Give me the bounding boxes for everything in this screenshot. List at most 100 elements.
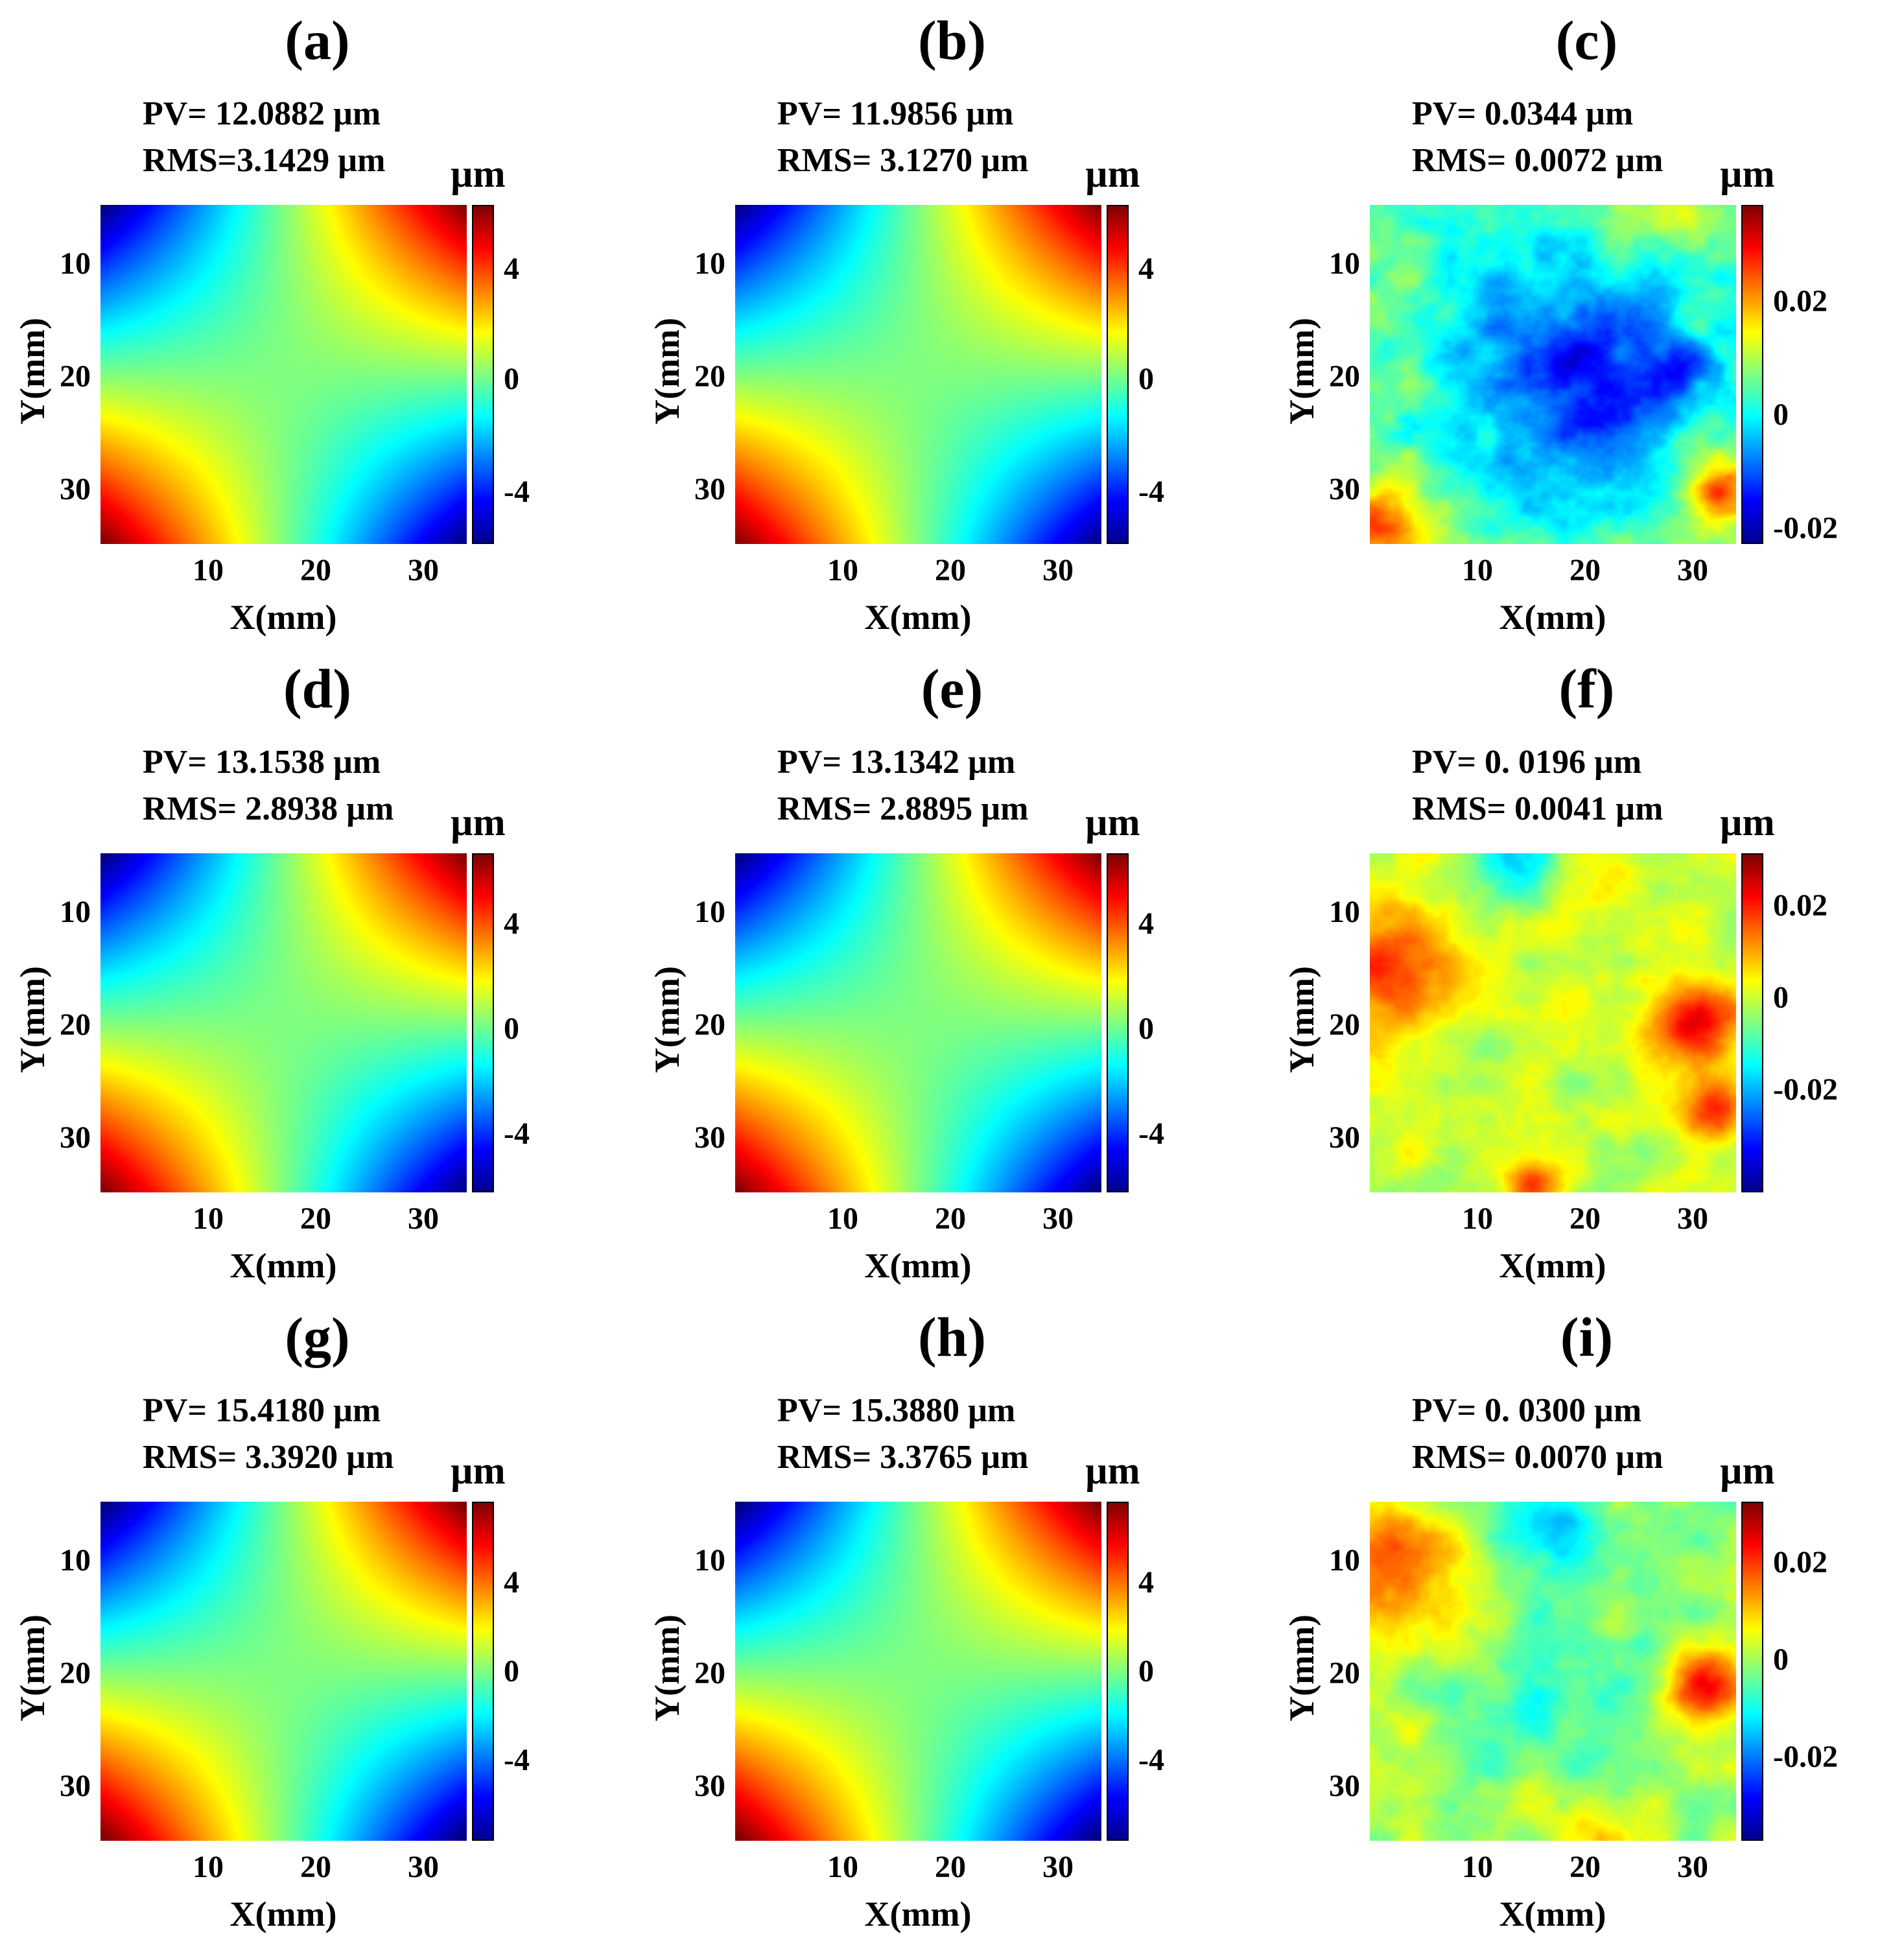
colorbar-tick: -4 xyxy=(504,1743,530,1777)
colorbar-unit: µm xyxy=(1085,152,1140,195)
colorbar-tick: 0 xyxy=(504,1654,519,1688)
colorbar-tick: 0 xyxy=(1138,362,1154,396)
colorbar-unit: µm xyxy=(1085,801,1140,844)
x-axis-label: X(mm) xyxy=(1499,1246,1606,1285)
panel-i: (i) PV= 0. 0300 µm RMS= 0.0070 µm µm 10 … xyxy=(1269,1297,1904,1945)
y-tick: 20 xyxy=(1329,359,1360,394)
y-tick: 10 xyxy=(694,895,725,929)
panel-label: (c) xyxy=(1555,9,1618,71)
colorbar-tick: 0.02 xyxy=(1773,284,1828,318)
heatmap-canvas xyxy=(100,205,467,544)
x-tick: 10 xyxy=(827,1850,858,1884)
x-axis-label: X(mm) xyxy=(229,598,337,637)
heatmap-plot xyxy=(1370,853,1736,1192)
colorbar-unit: µm xyxy=(451,152,506,195)
pv-value: PV= 0. 0196 µm xyxy=(1412,744,1642,781)
pv-value: PV= 13.1538 µm xyxy=(143,744,381,781)
x-tick: 10 xyxy=(193,553,224,587)
pv-value: PV= 15.3880 µm xyxy=(777,1392,1016,1429)
y-tick: 30 xyxy=(694,1769,725,1803)
x-tick: 20 xyxy=(1569,1850,1601,1884)
rms-value: RMS= 3.3765 µm xyxy=(777,1439,1029,1476)
panel-c: (c) PV= 0.0344 µm RMS= 0.0072 µm µm 10 2… xyxy=(1269,0,1904,648)
y-tick: 30 xyxy=(694,472,725,506)
panel-label: (b) xyxy=(917,9,987,71)
panel-f: (f) PV= 0. 0196 µm RMS= 0.0041 µm µm 10 … xyxy=(1269,648,1904,1297)
colorbar-tick: 0 xyxy=(1773,980,1789,1015)
x-tick: 20 xyxy=(1569,553,1601,587)
x-tick: 30 xyxy=(1677,1201,1708,1236)
heatmap-plot xyxy=(735,853,1101,1192)
panel-h: (h) PV= 15.3880 µm RMS= 3.3765 µm µm 10 … xyxy=(635,1297,1269,1945)
colorbar-tick: -0.02 xyxy=(1773,1072,1838,1107)
rms-value: RMS= 0.0070 µm xyxy=(1412,1439,1663,1476)
colorbar-tick: 4 xyxy=(504,1565,519,1600)
colorbar-unit: µm xyxy=(1085,1449,1140,1492)
colorbar-tick: 4 xyxy=(1138,252,1154,286)
x-tick: 20 xyxy=(935,1850,966,1884)
colorbar-unit: µm xyxy=(1720,152,1775,195)
colorbar-unit: µm xyxy=(451,1449,506,1492)
x-tick: 20 xyxy=(935,553,966,587)
colorbar xyxy=(1741,853,1763,1192)
colorbar-tick: 0 xyxy=(504,362,519,396)
y-tick: 20 xyxy=(694,1656,725,1690)
x-axis-label: X(mm) xyxy=(864,598,972,637)
x-tick: 30 xyxy=(1042,1850,1074,1884)
x-axis-label: X(mm) xyxy=(864,1895,972,1933)
y-axis-label: Y(mm) xyxy=(648,1614,687,1721)
pv-value: PV= 15.4180 µm xyxy=(143,1392,381,1429)
panel-b: (b) PV= 11.9856 µm RMS= 3.1270 µm µm 10 … xyxy=(635,0,1269,648)
y-tick: 10 xyxy=(694,246,725,281)
heatmap-plot xyxy=(1370,1502,1736,1841)
x-axis-label: X(mm) xyxy=(229,1246,337,1285)
rms-value: RMS= 3.3920 µm xyxy=(143,1439,394,1476)
y-tick: 30 xyxy=(694,1120,725,1155)
x-axis-label: X(mm) xyxy=(864,1246,972,1285)
y-tick: 10 xyxy=(1329,895,1360,929)
y-tick: 10 xyxy=(60,246,91,281)
y-tick: 30 xyxy=(1329,472,1360,506)
colorbar-tick: 0.02 xyxy=(1773,888,1828,923)
colorbar-unit: µm xyxy=(1720,1449,1775,1492)
y-tick: 30 xyxy=(60,472,91,506)
heatmap-plot xyxy=(1370,205,1736,544)
rms-value: RMS= 0.0072 µm xyxy=(1412,142,1663,179)
pv-value: PV= 0.0344 µm xyxy=(1412,95,1634,132)
x-tick: 20 xyxy=(300,553,331,587)
panel-d: (d) PV= 13.1538 µm RMS= 2.8938 µm µm 10 … xyxy=(0,648,635,1297)
x-tick: 30 xyxy=(408,553,439,587)
y-tick: 30 xyxy=(60,1769,91,1803)
x-tick: 10 xyxy=(193,1850,224,1884)
colorbar-tick: 0 xyxy=(504,1011,519,1046)
colorbar xyxy=(472,853,494,1192)
colorbar xyxy=(472,1502,494,1841)
panel-label: (i) xyxy=(1560,1306,1614,1368)
y-axis-label: Y(mm) xyxy=(1282,318,1321,425)
panel-label: (h) xyxy=(917,1306,987,1368)
x-tick: 20 xyxy=(300,1850,331,1884)
y-axis-label: Y(mm) xyxy=(13,318,52,425)
colorbar-tick: -4 xyxy=(1138,1743,1164,1777)
panel-g: (g) PV= 15.4180 µm RMS= 3.3920 µm µm 10 … xyxy=(0,1297,635,1945)
colorbar-tick: 0.02 xyxy=(1773,1545,1828,1579)
heatmap-plot xyxy=(100,853,467,1192)
y-tick: 10 xyxy=(1329,246,1360,281)
colorbar xyxy=(1107,1502,1129,1841)
heatmap-canvas xyxy=(1370,1502,1736,1841)
x-tick: 30 xyxy=(1677,553,1708,587)
y-tick: 10 xyxy=(60,895,91,929)
x-axis-label: X(mm) xyxy=(1499,598,1606,637)
colorbar-tick: -4 xyxy=(504,475,530,509)
rms-value: RMS= 0.0041 µm xyxy=(1412,790,1663,827)
colorbar-tick: 0 xyxy=(1773,1642,1789,1677)
colorbar-tick: -4 xyxy=(1138,1117,1164,1151)
heatmap-plot xyxy=(100,1502,467,1841)
heatmap-canvas xyxy=(1370,853,1736,1192)
y-tick: 10 xyxy=(1329,1543,1360,1578)
colorbar-tick: 4 xyxy=(504,906,519,941)
rms-value: RMS= 2.8938 µm xyxy=(143,790,394,827)
heatmap-plot xyxy=(100,205,467,544)
x-tick: 10 xyxy=(1462,553,1493,587)
